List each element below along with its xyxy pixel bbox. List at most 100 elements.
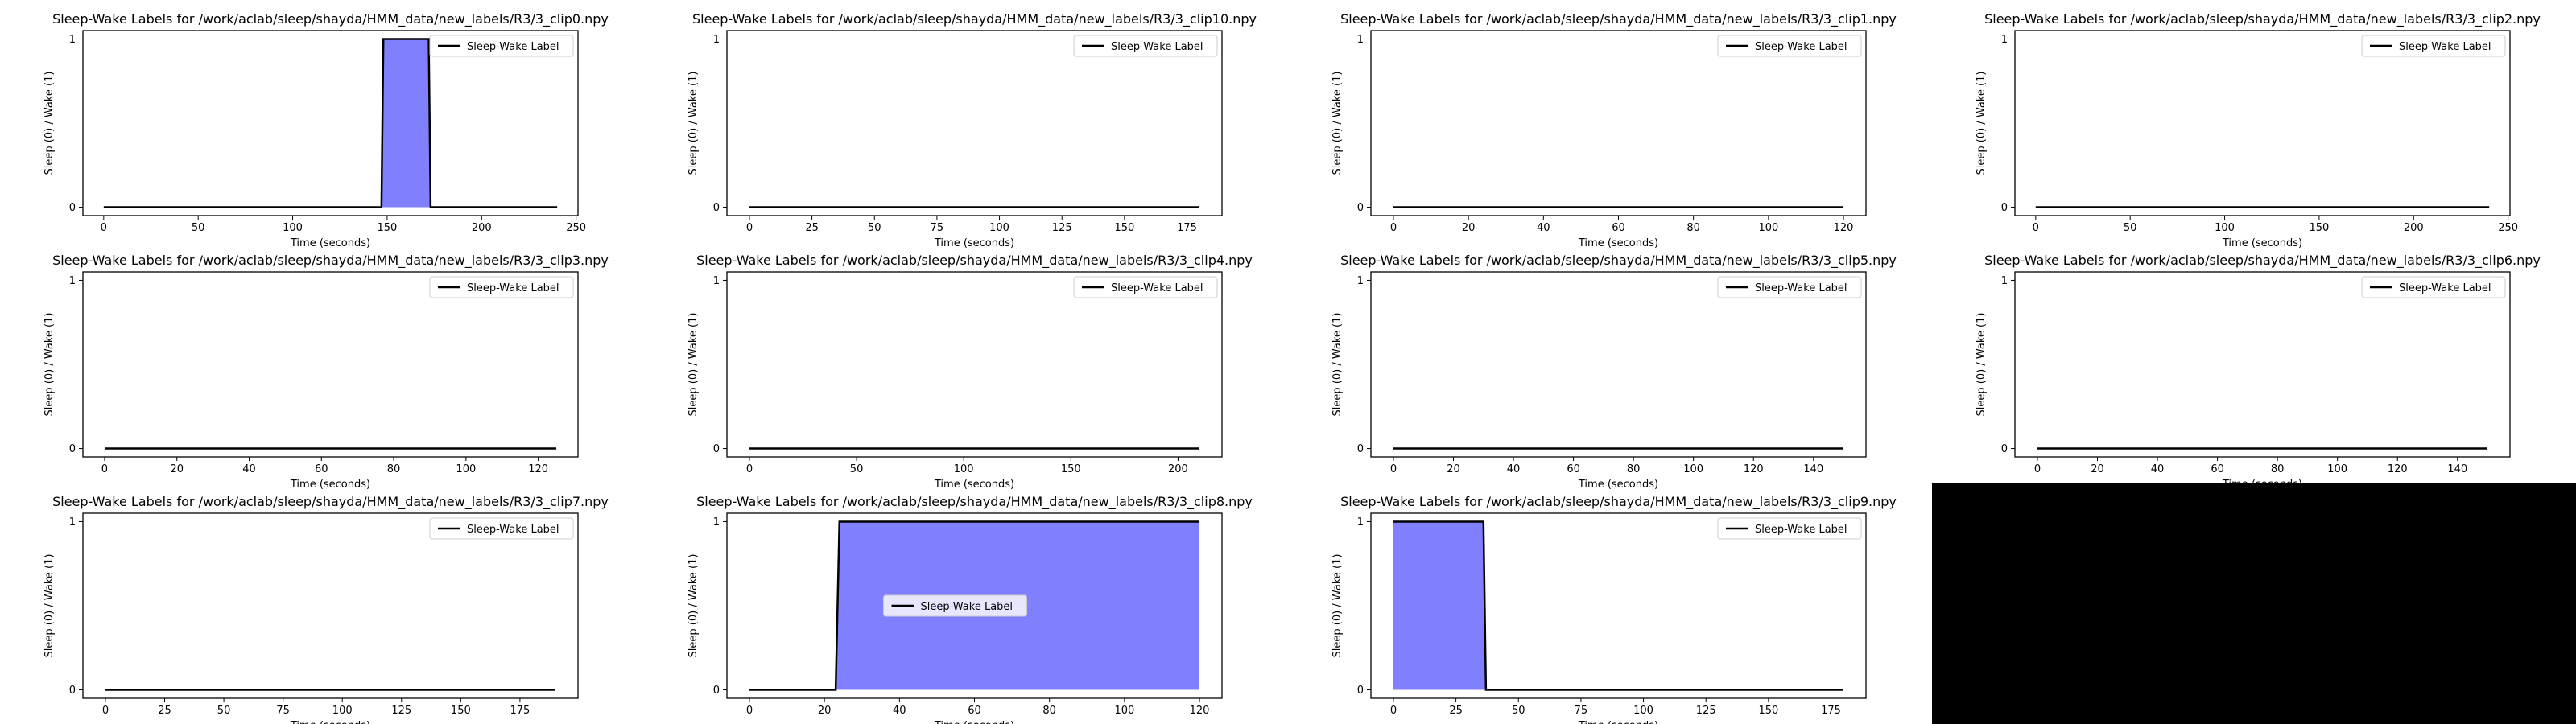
y-tick-label: 1 xyxy=(1357,516,1364,529)
x-tick-label: 120 xyxy=(1190,705,1210,717)
x-tick-label: 100 xyxy=(2327,463,2347,475)
label-line xyxy=(103,38,558,208)
x-tick-label: 20 xyxy=(1447,463,1460,475)
legend: Sleep-Wake Label xyxy=(883,594,1027,617)
x-tick-label: 80 xyxy=(1627,463,1641,475)
axes-frame xyxy=(1370,271,1867,458)
subplot: Sleep-Wake Labels for /work/aclab/sleep/… xyxy=(687,494,1253,724)
x-axis-label: Time (seconds) xyxy=(934,720,1014,724)
legend: Sleep-Wake Label xyxy=(1717,35,1862,57)
x-axis-label: Time (seconds) xyxy=(1578,479,1658,491)
subplot-title: Sleep-Wake Labels for /work/aclab/sleep/… xyxy=(52,494,609,510)
x-tick-label: 140 xyxy=(2447,463,2467,475)
legend: Sleep-Wake Label xyxy=(1073,35,1218,57)
x-tick-label: 40 xyxy=(2151,463,2165,475)
legend-box xyxy=(429,517,574,540)
x-tick-label: 0 xyxy=(746,463,753,475)
axes-frame xyxy=(82,512,579,699)
y-tick-label: 0 xyxy=(69,685,76,697)
y-tick-label: 0 xyxy=(713,202,720,214)
x-tick-label: 150 xyxy=(1114,222,1134,234)
y-axis-label: Sleep (0) / Wake (1) xyxy=(43,313,56,417)
x-tick-label: 25 xyxy=(1449,705,1463,717)
y-tick-label: 0 xyxy=(1357,202,1364,214)
x-tick-label: 100 xyxy=(2215,222,2235,234)
x-axis-label: Time (seconds) xyxy=(290,479,370,491)
x-tick-label: 120 xyxy=(1744,463,1764,475)
x-tick-label: 50 xyxy=(850,463,864,475)
y-axis-label: Sleep (0) / Wake (1) xyxy=(687,313,700,417)
axes-frame xyxy=(726,30,1223,216)
y-tick-label: 1 xyxy=(69,275,76,287)
legend-label: Sleep-Wake Label xyxy=(1111,41,1203,53)
x-tick-label: 40 xyxy=(242,463,256,475)
label-area-fill xyxy=(103,39,558,208)
x-tick-label: 40 xyxy=(1507,463,1521,475)
legend: Sleep-Wake Label xyxy=(429,517,574,540)
x-tick-label: 50 xyxy=(217,705,231,717)
x-axis-label: Time (seconds) xyxy=(1578,237,1658,249)
subplot-title: Sleep-Wake Labels for /work/aclab/sleep/… xyxy=(52,11,609,27)
x-tick-label: 0 xyxy=(101,463,108,475)
x-tick-label: 40 xyxy=(1537,222,1550,234)
x-tick-label: 150 xyxy=(451,705,471,717)
y-axis-label: Sleep (0) / Wake (1) xyxy=(1331,72,1344,175)
y-tick-label: 1 xyxy=(2001,275,2008,287)
subplot: Sleep-Wake Labels for /work/aclab/sleep/… xyxy=(1975,11,2541,249)
x-tick-label: 50 xyxy=(192,222,205,234)
x-tick-label: 100 xyxy=(1758,222,1778,234)
axes-frame xyxy=(82,271,579,458)
x-tick-label: 50 xyxy=(1512,705,1525,717)
x-tick-label: 200 xyxy=(472,222,492,234)
y-tick-label: 0 xyxy=(2001,443,2008,455)
legend-label: Sleep-Wake Label xyxy=(2399,41,2491,53)
x-tick-label: 100 xyxy=(1633,705,1653,717)
x-tick-label: 0 xyxy=(101,222,107,234)
legend: Sleep-Wake Label xyxy=(429,35,574,57)
x-tick-label: 40 xyxy=(893,705,906,717)
legend: Sleep-Wake Label xyxy=(2361,35,2506,57)
legend-box xyxy=(429,276,574,298)
y-tick-label: 1 xyxy=(1357,275,1364,287)
x-tick-label: 75 xyxy=(1575,705,1588,717)
legend: Sleep-Wake Label xyxy=(1717,276,1862,298)
x-tick-label: 250 xyxy=(566,222,586,234)
legend: Sleep-Wake Label xyxy=(429,276,574,298)
x-tick-label: 0 xyxy=(2034,463,2041,475)
y-axis-label: Sleep (0) / Wake (1) xyxy=(1331,313,1344,417)
y-tick-label: 1 xyxy=(1357,34,1364,46)
legend-label: Sleep-Wake Label xyxy=(1755,41,1847,53)
legend-label: Sleep-Wake Label xyxy=(467,41,559,53)
subplot: Sleep-Wake Labels for /work/aclab/sleep/… xyxy=(43,253,609,491)
x-tick-label: 150 xyxy=(1061,463,1081,475)
subplot: Sleep-Wake Labels for /work/aclab/sleep/… xyxy=(1331,11,1897,249)
x-tick-label: 80 xyxy=(1042,705,1056,717)
subplot: Sleep-Wake Labels for /work/aclab/sleep/… xyxy=(1975,253,2541,491)
x-tick-label: 60 xyxy=(1567,463,1580,475)
legend-box xyxy=(1717,276,1862,298)
legend: Sleep-Wake Label xyxy=(1717,517,1862,540)
x-tick-label: 120 xyxy=(528,463,548,475)
x-tick-label: 250 xyxy=(2498,222,2518,234)
x-axis-label: Time (seconds) xyxy=(1578,720,1658,724)
y-tick-label: 0 xyxy=(713,443,720,455)
y-axis-label: Sleep (0) / Wake (1) xyxy=(1331,554,1344,658)
axes-frame xyxy=(726,271,1223,458)
x-tick-label: 0 xyxy=(746,222,753,234)
x-tick-label: 25 xyxy=(805,222,819,234)
legend-box xyxy=(1717,517,1862,540)
subplot: Sleep-Wake Labels for /work/aclab/sleep/… xyxy=(687,253,1253,491)
y-tick-label: 1 xyxy=(713,275,720,287)
legend: Sleep-Wake Label xyxy=(2361,276,2506,298)
x-axis-label: Time (seconds) xyxy=(290,720,370,724)
x-tick-label: 120 xyxy=(2388,463,2408,475)
y-tick-label: 0 xyxy=(713,685,720,697)
y-tick-label: 0 xyxy=(1357,443,1364,455)
x-tick-label: 0 xyxy=(1390,222,1397,234)
y-axis-label: Sleep (0) / Wake (1) xyxy=(687,554,700,658)
subplot: Sleep-Wake Labels for /work/aclab/sleep/… xyxy=(1331,253,1897,491)
x-tick-label: 20 xyxy=(1462,222,1476,234)
x-tick-label: 175 xyxy=(1821,705,1841,717)
x-tick-label: 0 xyxy=(746,705,753,717)
legend-label: Sleep-Wake Label xyxy=(1755,282,1847,294)
